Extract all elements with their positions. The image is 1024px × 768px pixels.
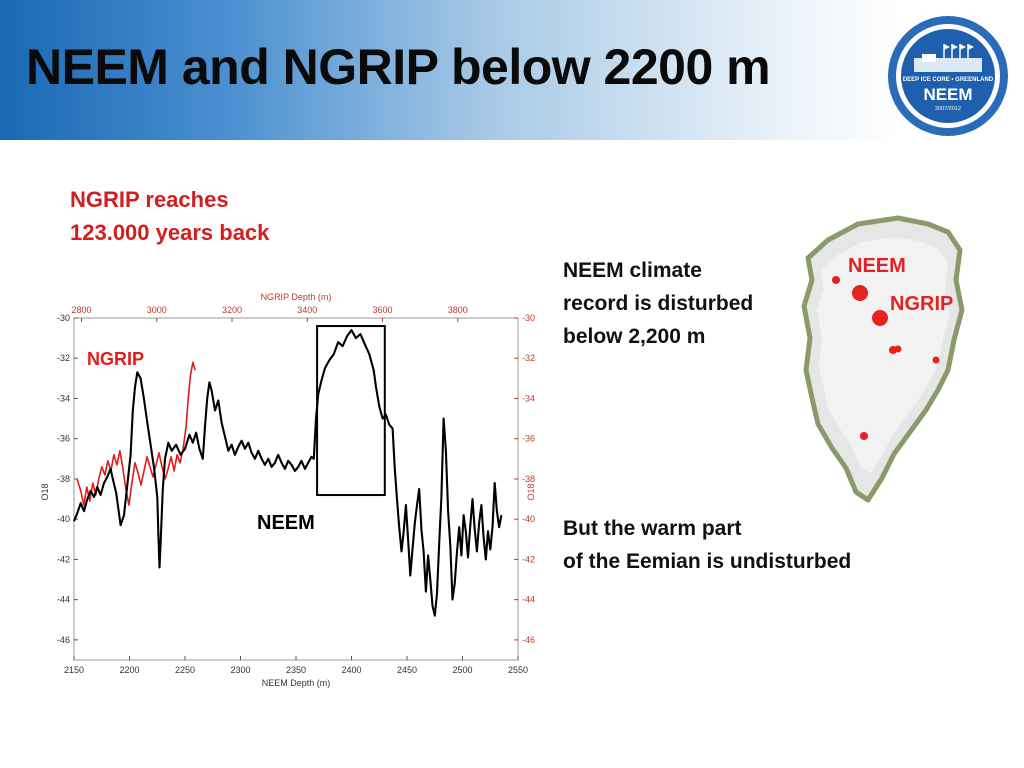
y-right-tick-label: -32 — [522, 353, 535, 363]
ngrip-series-line — [76, 361, 196, 506]
ngrip-series-label: NGRIP — [87, 349, 144, 369]
logo-ring-text: DEEP ICE CORE • GREENLAND — [903, 77, 994, 83]
y-left-tick-label: -34 — [57, 393, 70, 403]
x-bottom-tick-label: 2450 — [397, 665, 417, 675]
x-bottom-tick-label: 2150 — [64, 665, 84, 675]
eemian-highlight-box — [316, 325, 386, 497]
x-bottom-tick-label: 2350 — [286, 665, 306, 675]
logo-name: NEEM — [923, 85, 972, 104]
neem-note-line: NEEM climate — [563, 259, 702, 282]
neem-note-line: below 2,200 m — [563, 325, 706, 348]
chart-background — [28, 282, 540, 692]
y-right-tick-label: -36 — [522, 434, 535, 444]
y-right-tick-label: -34 — [522, 393, 535, 403]
y-right-tick-label: -42 — [522, 554, 535, 564]
y-left-tick-label: -42 — [57, 554, 70, 564]
eemian-note-line: But the warm part — [563, 517, 742, 540]
eemian-note: But the warm part of the Eemian is undis… — [563, 512, 851, 578]
x-bottom-tick-label: 2500 — [452, 665, 472, 675]
site-marker — [894, 345, 902, 353]
left-axis-label: O18 — [40, 483, 50, 500]
x-top-tick-label: 2800 — [72, 305, 92, 315]
x-bottom-tick-label: 2550 — [508, 665, 528, 675]
x-top-tick-label: 3800 — [448, 305, 468, 315]
x-bottom-tick-label: 2400 — [341, 665, 361, 675]
y-left-tick-label: -36 — [57, 434, 70, 444]
x-top-tick-label: 3000 — [147, 305, 167, 315]
y-left-tick-label: -40 — [57, 514, 70, 524]
y-right-tick-label: -38 — [522, 474, 535, 484]
ngrip-note-line: 123.000 years back — [70, 220, 270, 245]
neem-series-label: NEEM — [257, 512, 315, 534]
x-top-tick-label: 3400 — [297, 305, 317, 315]
ngrip-note-line: NGRIP reaches — [70, 187, 229, 212]
y-left-tick-label: -38 — [57, 474, 70, 484]
x-bottom-tick-label: 2250 — [175, 665, 195, 675]
y-right-tick-label: -30 — [522, 313, 535, 323]
y-left-tick-label: -30 — [57, 313, 70, 323]
neem-series-line — [73, 329, 503, 617]
isotope-chart: 2150 2200 2250 2300 2350 2400 2450 2500 2550 2800… — [28, 282, 540, 692]
top-axis-label: NGRIP Depth (m) — [261, 292, 332, 302]
logo-flag-tips-icon — [944, 44, 974, 50]
y-right-tick-label: -40 — [522, 514, 535, 524]
logo-inner-disc — [901, 29, 995, 123]
x-top-tick-label: 3200 — [222, 305, 242, 315]
x-top-tick-label: 3600 — [373, 305, 393, 315]
x-bottom-tick-label: 2200 — [119, 665, 139, 675]
slide-title: NEEM and NGRIP below 2200 m — [26, 39, 771, 95]
neem-site-marker — [852, 285, 868, 301]
logo-flags-icon — [943, 44, 969, 60]
ngrip-site-marker — [872, 310, 888, 326]
site-marker — [932, 356, 940, 364]
neem-note-line: record is disturbed — [563, 292, 754, 315]
y-left-tick-label: -44 — [57, 595, 70, 605]
eemian-note-line: of the Eemian is undisturbed — [563, 550, 852, 573]
neem-disturbed-note: NEEM climate record is disturbed below 2… — [563, 254, 753, 353]
logo-years: 2007/2012 — [935, 106, 961, 112]
y-left-tick-label: -46 — [57, 635, 70, 645]
y-right-tick-label: -46 — [522, 635, 535, 645]
map-label-neem: NEEM — [848, 255, 906, 277]
ngrip-note: NGRIP reaches 123.000 years back — [70, 183, 370, 249]
site-marker — [860, 432, 868, 440]
ice-sheet-interior — [817, 236, 950, 474]
y-right-tick-label: -44 — [522, 595, 535, 605]
neem-logo: DEEP ICE CORE • GREENLAND NEEM 2007/2012 — [888, 16, 1008, 136]
y-left-tick-label: -32 — [57, 353, 70, 363]
title-banner — [0, 0, 1024, 140]
right-axis-label: O18 — [526, 483, 536, 500]
map-label-ngrip: NGRIP — [890, 293, 953, 315]
greenland-map: NEEM NGRIP — [801, 215, 965, 503]
site-marker — [832, 276, 840, 284]
x-bottom-tick-label: 2300 — [230, 665, 250, 675]
logo-dome-icon — [922, 54, 936, 62]
bottom-axis-label: NEEM Depth (m) — [262, 678, 331, 688]
